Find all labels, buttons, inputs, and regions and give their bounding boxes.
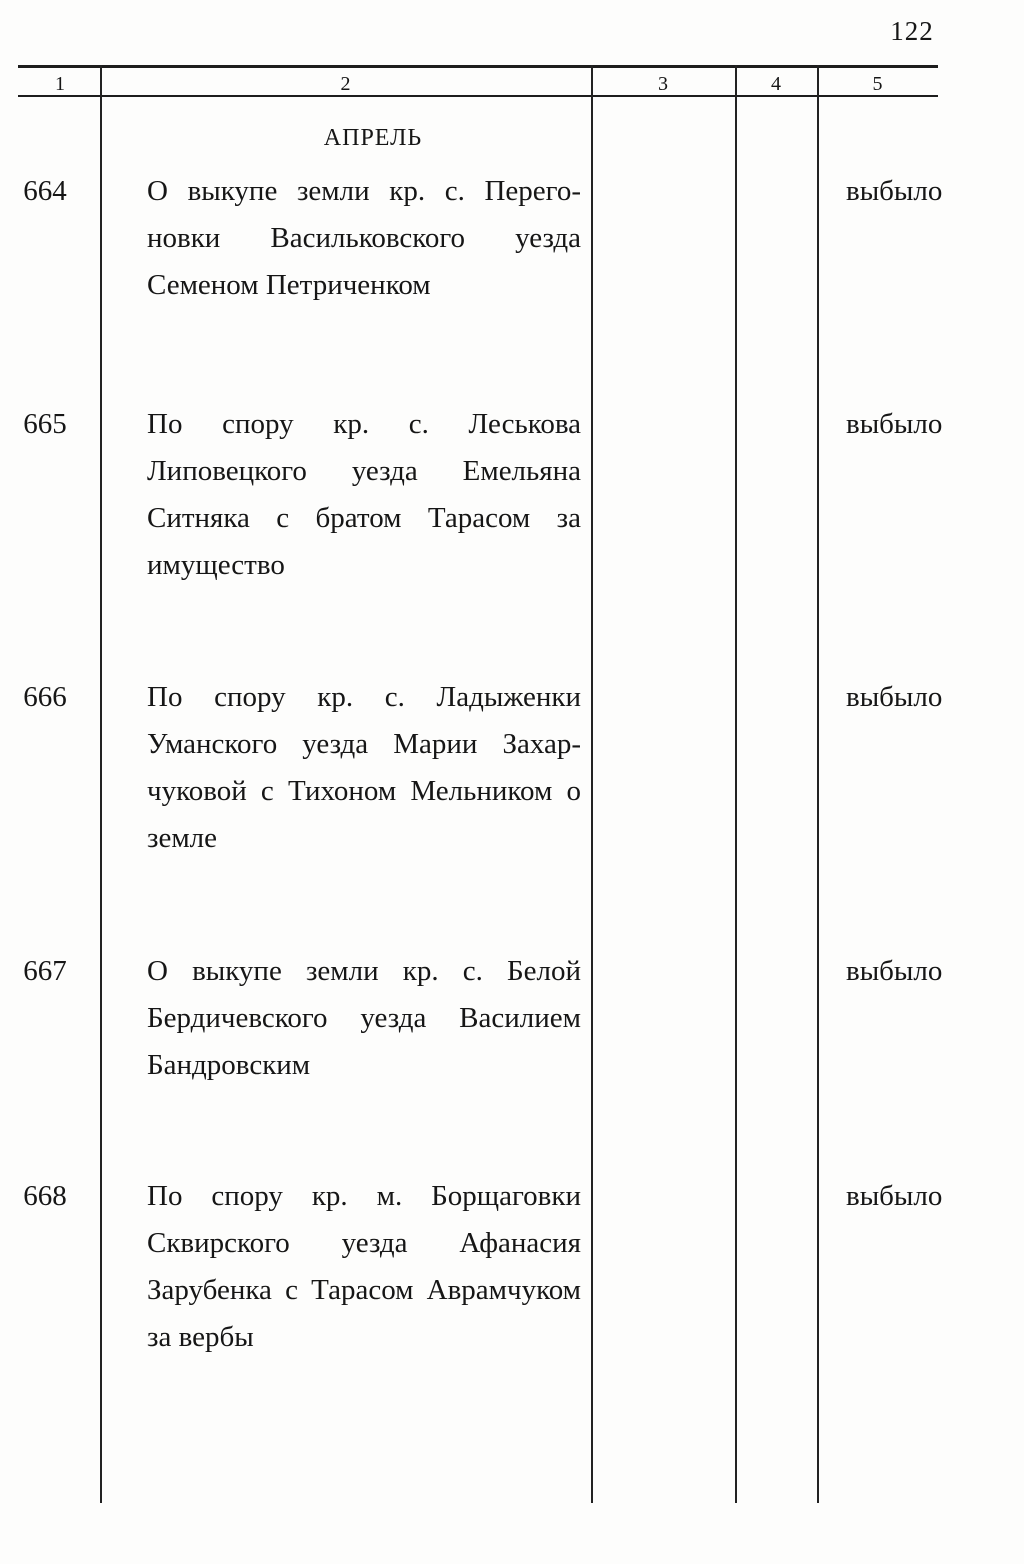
case-number: 668 — [23, 1180, 67, 1212]
case-description: По спору кр. с. Ладыженки Уманского уезд… — [147, 674, 581, 862]
case-description: По спору кр. м. Борщаговки Сквирского уе… — [147, 1173, 581, 1361]
status-text: выбыло — [846, 955, 943, 987]
case-description: О выкупе земли кр. с. Перего- новки Васи… — [147, 168, 581, 309]
page-number: 122 — [890, 16, 934, 46]
column-header-5: 5 — [872, 73, 883, 95]
case-number: 664 — [23, 175, 67, 207]
case-line: О выкупе земли кр. с. Белой — [147, 955, 581, 987]
case-line: имущество — [147, 549, 285, 581]
column-header-1: 1 — [55, 73, 65, 95]
case-line: чуковой с Тихоном Мельником о — [147, 775, 581, 807]
case-number: 666 — [23, 681, 67, 713]
case-number: 665 — [23, 408, 67, 440]
case-line: новки Васильковского уезда — [147, 222, 581, 254]
case-line: Бердичевского уезда Василием — [147, 1002, 581, 1034]
case-line: О выкупе земли кр. с. Перего- — [147, 175, 581, 207]
case-line: По спору кр. м. Борщаговки — [147, 1180, 581, 1212]
case-number: 667 — [23, 955, 67, 987]
case-description: По спору кр. с. Леськова Липовецкого уез… — [147, 401, 581, 589]
column-header-4: 4 — [771, 73, 781, 95]
column-header-3: 3 — [658, 73, 668, 95]
status-text: выбыло — [846, 408, 943, 440]
case-line: земле — [147, 822, 218, 854]
case-line: Сквирского уезда Афанасия — [147, 1227, 581, 1259]
column-header-2: 2 — [340, 73, 351, 95]
column-divider-3-4 — [735, 65, 737, 1503]
column-divider-4-5 — [817, 65, 819, 1503]
case-line: Зарубенка с Тарасом Аврамчуком — [147, 1274, 581, 1306]
column-divider-2-3 — [591, 65, 593, 1503]
case-line: Уманского уезда Марии Захар- — [147, 728, 581, 760]
case-line: Бандровским — [147, 1049, 311, 1081]
case-description: О выкупе земли кр. с. Белой Бердичевског… — [147, 948, 581, 1089]
case-line: Семеном Петриченком — [147, 269, 431, 301]
case-line: Ситняка с братом Тарасом за — [147, 502, 581, 534]
status-text: выбыло — [846, 175, 943, 207]
status-text: выбыло — [846, 681, 943, 713]
case-line: Липовецкого уезда Емельяна — [147, 455, 581, 487]
column-divider-1-2 — [100, 65, 102, 1503]
case-line: за вербы — [147, 1321, 254, 1353]
case-line: По спору кр. с. Ладыженки — [147, 681, 581, 713]
month-header: АПРЕЛЬ — [323, 125, 423, 151]
table-header-divider — [18, 95, 938, 97]
status-text: выбыло — [846, 1180, 943, 1212]
case-line: По спору кр. с. Леськова — [147, 408, 581, 440]
table-border-top — [18, 65, 938, 68]
